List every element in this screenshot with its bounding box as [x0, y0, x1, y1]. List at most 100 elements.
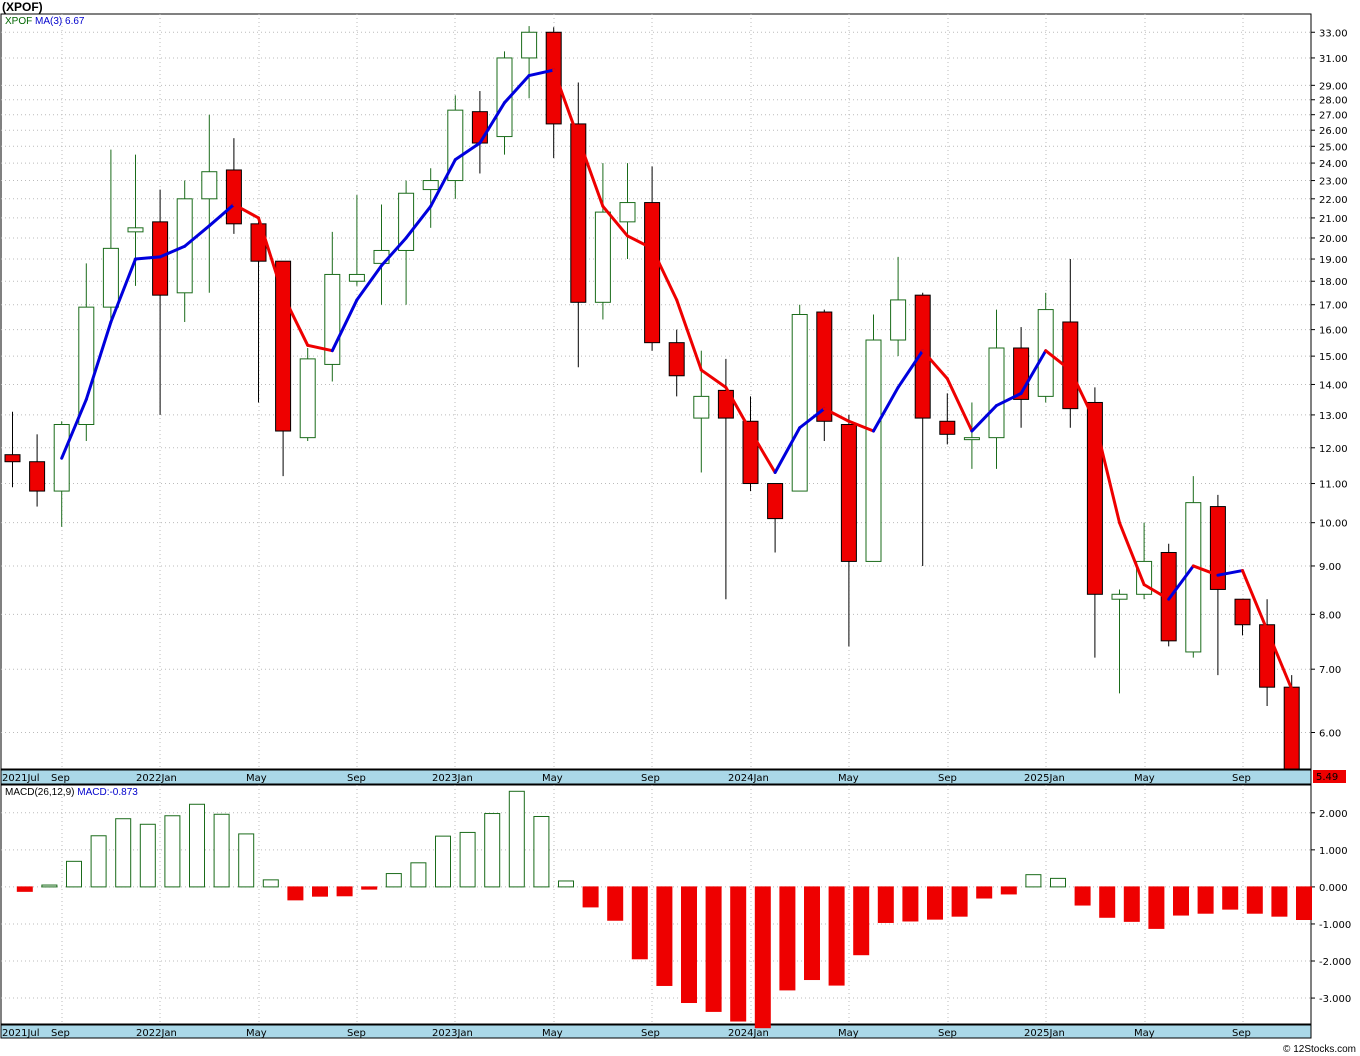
candle-up: [201, 171, 218, 200]
macd-legend: MACD(26,12,9) MACD:-0.873: [5, 787, 138, 798]
macd-tick-label: 1.000: [1319, 846, 1348, 857]
candle-up: [619, 202, 636, 223]
ma-line-segment: [773, 426, 802, 474]
macd-tick-label: 2.000: [1319, 809, 1348, 820]
macd-bar-positive: [533, 815, 550, 888]
ma-line-segment: [503, 74, 531, 105]
ma-line-segment: [921, 349, 949, 381]
ma-line-segment: [896, 349, 925, 389]
ma-line-segment: [1019, 349, 1048, 395]
candle-down: [1234, 598, 1251, 626]
candle-down: [471, 111, 488, 144]
candle-up: [1111, 593, 1128, 600]
ma-line-segment: [970, 404, 998, 433]
price-tick-label: 9.00: [1319, 562, 1341, 573]
macd-bar-negative: [1296, 886, 1312, 921]
ma-line-segment: [699, 368, 728, 389]
macd-bar-positive: [262, 879, 279, 888]
price-tick-label: 33.00: [1319, 28, 1348, 39]
candle-down: [914, 294, 931, 419]
ma-line-segment: [847, 419, 875, 433]
price-tick-label: 26.00: [1319, 126, 1348, 137]
macd-bar-negative: [361, 886, 378, 890]
x-tick-label-bottom: May: [542, 1028, 563, 1039]
candle-up: [865, 339, 882, 562]
x-tick-label: 2023Jan: [432, 773, 473, 784]
macd-bar-negative: [1074, 886, 1091, 906]
ma-line-segment: [478, 101, 506, 145]
candle-down: [545, 31, 562, 125]
candle-down: [1160, 551, 1177, 642]
ma-line-segment: [1142, 583, 1171, 601]
macd-bar-negative: [951, 886, 968, 917]
ma-line-segment: [232, 202, 260, 220]
price-tick-label: 13.00: [1319, 411, 1348, 422]
candle-down: [570, 123, 587, 303]
candle-up: [791, 313, 808, 492]
candle-up: [127, 227, 144, 233]
ma-line-segment: [84, 320, 113, 401]
price-tick-label: 10.00: [1319, 519, 1348, 530]
price-tick-label: 27.00: [1319, 111, 1348, 122]
macd-bar-negative: [287, 886, 304, 901]
price-tick-label: 21.00: [1319, 214, 1348, 225]
x-tick-label: May: [542, 773, 563, 784]
macd-tick-label: -3.000: [1319, 994, 1351, 1005]
x-tick-label: 2021Jul: [2, 773, 40, 784]
macd-bar-positive: [164, 815, 181, 888]
macd-bar-positive: [189, 803, 205, 888]
macd-bar-negative: [681, 886, 697, 1004]
macd-tick-label: -2.000: [1319, 957, 1351, 968]
ma-line-segment: [749, 429, 777, 474]
macd-bar-negative: [828, 886, 845, 986]
date-axis-band: [0, 769, 1312, 785]
ma-line-segment: [453, 141, 482, 162]
ma-line-segment: [158, 244, 187, 259]
price-tick-label: 15.00: [1319, 352, 1348, 363]
macd-bar-positive: [41, 884, 58, 888]
ma-line-segment: [822, 407, 851, 423]
candle-down: [250, 223, 267, 262]
candle-up: [422, 180, 439, 191]
macd-bar-negative: [1173, 886, 1189, 916]
x-tick-label: Sep: [51, 773, 70, 784]
ma-line-segment: [1093, 419, 1121, 525]
candle-up: [594, 211, 611, 303]
macd-tick-label: 0.000: [1319, 883, 1348, 894]
macd-bar-negative: [1246, 886, 1263, 914]
price-legend: XPOF MA(3) 6.67: [5, 16, 85, 27]
ma-line-segment: [109, 257, 137, 324]
candle-down: [644, 202, 661, 344]
macd-bar-negative: [582, 886, 599, 908]
x-tick-label-bottom: 2025Jan: [1024, 1028, 1065, 1039]
ma-line-segment: [183, 224, 211, 248]
x-tick-label-bottom: Sep: [1232, 1028, 1251, 1039]
x-tick-label: Sep: [347, 773, 366, 784]
ma-line-segment: [207, 202, 236, 228]
x-tick-label-bottom: May: [246, 1028, 267, 1039]
candle-up: [890, 299, 907, 341]
price-tick-label: 12.00: [1319, 444, 1348, 455]
price-tick-label: 11.00: [1319, 480, 1348, 491]
macd-bar-negative: [336, 886, 353, 897]
candle-down: [1259, 624, 1276, 688]
price-tick-label: 16.00: [1319, 326, 1348, 337]
macd-bar-negative: [1099, 886, 1116, 918]
price-tick-label: 18.00: [1319, 277, 1348, 288]
x-tick-label: May: [1134, 773, 1155, 784]
x-tick-label-bottom: 2023Jan: [432, 1028, 473, 1039]
credit-text: © 12Stocks.com: [1283, 1044, 1356, 1055]
x-tick-label-bottom: 2022Jan: [136, 1028, 177, 1039]
macd-bar-positive: [1025, 874, 1042, 888]
macd-bar-positive: [508, 790, 525, 888]
candle-down: [225, 169, 242, 225]
price-tick-label: 28.00: [1319, 96, 1348, 107]
price-tick-label: 19.00: [1319, 255, 1348, 266]
macd-bar-negative: [877, 886, 894, 923]
candle-up: [521, 31, 538, 59]
price-tick-label: 20.00: [1319, 234, 1348, 245]
ma-line-segment: [601, 204, 629, 238]
ma-line-segment: [650, 246, 679, 302]
x-tick-label: 2022Jan: [136, 773, 177, 784]
x-tick-label: Sep: [1232, 773, 1251, 784]
